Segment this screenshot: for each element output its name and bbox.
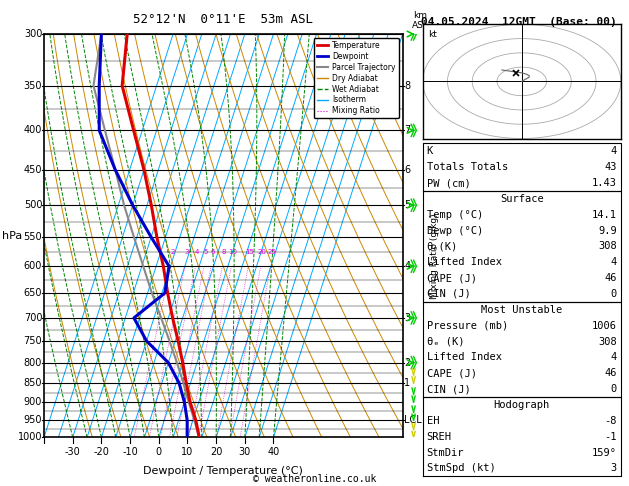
Text: θₑ (K): θₑ (K)	[426, 336, 464, 347]
Text: StmSpd (kt): StmSpd (kt)	[426, 463, 496, 473]
Text: 46: 46	[604, 273, 617, 283]
Text: 500: 500	[24, 200, 42, 210]
Text: 308: 308	[598, 336, 617, 347]
Text: 450: 450	[24, 165, 42, 175]
Text: SREH: SREH	[426, 432, 452, 442]
Text: 8: 8	[404, 81, 411, 91]
Text: 9.9: 9.9	[598, 226, 617, 236]
Text: 800: 800	[24, 358, 42, 367]
Text: -8: -8	[604, 416, 617, 426]
Text: 40: 40	[267, 448, 280, 457]
Text: Most Unstable: Most Unstable	[481, 305, 562, 315]
Text: Lifted Index: Lifted Index	[426, 257, 502, 267]
Text: 2: 2	[404, 358, 411, 367]
Text: 1000: 1000	[18, 433, 42, 442]
Text: 3: 3	[184, 249, 189, 255]
Text: 0: 0	[611, 384, 617, 394]
Text: CAPE (J): CAPE (J)	[426, 273, 477, 283]
Text: CIN (J): CIN (J)	[426, 289, 470, 299]
Text: 308: 308	[598, 242, 617, 251]
Text: 650: 650	[24, 288, 42, 298]
Text: 900: 900	[24, 397, 42, 407]
Text: 700: 700	[24, 313, 42, 323]
Text: PW (cm): PW (cm)	[426, 178, 470, 188]
Text: kt: kt	[428, 30, 437, 39]
Text: 14.1: 14.1	[592, 209, 617, 220]
Text: 43: 43	[604, 162, 617, 172]
Text: Lifted Index: Lifted Index	[426, 352, 502, 363]
Text: 850: 850	[24, 378, 42, 388]
Text: Pressure (mb): Pressure (mb)	[426, 321, 508, 330]
Text: Surface: Surface	[500, 194, 543, 204]
Text: Dewp (°C): Dewp (°C)	[426, 226, 483, 236]
Text: 4: 4	[404, 261, 411, 271]
Text: 1: 1	[404, 378, 411, 388]
Text: 3: 3	[611, 463, 617, 473]
Text: 1006: 1006	[592, 321, 617, 330]
Text: 3: 3	[404, 313, 411, 323]
Text: -10: -10	[122, 448, 138, 457]
Text: EH: EH	[426, 416, 439, 426]
Text: -20: -20	[94, 448, 109, 457]
Text: 25: 25	[268, 249, 276, 255]
Text: 6: 6	[404, 165, 411, 175]
Text: Hodograph: Hodograph	[494, 400, 550, 410]
Text: 30: 30	[238, 448, 251, 457]
Text: 950: 950	[24, 415, 42, 425]
Text: 4: 4	[195, 249, 199, 255]
Text: Dewpoint / Temperature (°C): Dewpoint / Temperature (°C)	[143, 466, 303, 476]
Text: 5: 5	[404, 200, 411, 210]
Text: 6: 6	[211, 249, 215, 255]
Text: 400: 400	[24, 125, 42, 136]
Text: 4: 4	[611, 146, 617, 156]
Text: 15: 15	[245, 249, 254, 255]
Text: 8: 8	[222, 249, 226, 255]
Text: 04.05.2024  12GMT  (Base: 00): 04.05.2024 12GMT (Base: 00)	[421, 17, 617, 27]
Text: 10: 10	[181, 448, 194, 457]
Text: 52°12'N  0°11'E  53m ASL: 52°12'N 0°11'E 53m ASL	[133, 13, 313, 26]
Text: 159°: 159°	[592, 448, 617, 457]
Text: 5: 5	[204, 249, 208, 255]
Text: -30: -30	[65, 448, 81, 457]
Text: 4: 4	[611, 352, 617, 363]
Text: 300: 300	[24, 29, 42, 39]
Text: 350: 350	[24, 81, 42, 91]
Text: K: K	[426, 146, 433, 156]
Text: 0: 0	[156, 448, 162, 457]
Text: 4: 4	[611, 257, 617, 267]
Text: θₑ(K): θₑ(K)	[426, 242, 458, 251]
Text: 46: 46	[604, 368, 617, 378]
Text: 10: 10	[228, 249, 238, 255]
Text: 7: 7	[404, 125, 411, 136]
Text: © weatheronline.co.uk: © weatheronline.co.uk	[253, 473, 376, 484]
Text: Mixing Ratio (g/kg): Mixing Ratio (g/kg)	[430, 213, 439, 299]
Text: 750: 750	[24, 336, 42, 346]
Text: km
ASL: km ASL	[412, 11, 429, 30]
Text: 600: 600	[24, 261, 42, 271]
Text: 20: 20	[258, 249, 267, 255]
Text: hPa: hPa	[2, 231, 22, 241]
Text: LCL: LCL	[404, 415, 422, 425]
Text: StmDir: StmDir	[426, 448, 464, 457]
Text: 2: 2	[170, 249, 175, 255]
Text: 0: 0	[611, 289, 617, 299]
Text: -1: -1	[604, 432, 617, 442]
Text: Temp (°C): Temp (°C)	[426, 209, 483, 220]
Text: CIN (J): CIN (J)	[426, 384, 470, 394]
Text: CAPE (J): CAPE (J)	[426, 368, 477, 378]
Text: Totals Totals: Totals Totals	[426, 162, 508, 172]
Text: 1.43: 1.43	[592, 178, 617, 188]
Legend: Temperature, Dewpoint, Parcel Trajectory, Dry Adiabat, Wet Adiabat, Isotherm, Mi: Temperature, Dewpoint, Parcel Trajectory…	[314, 38, 399, 119]
Text: 20: 20	[210, 448, 222, 457]
Text: 550: 550	[24, 232, 42, 242]
